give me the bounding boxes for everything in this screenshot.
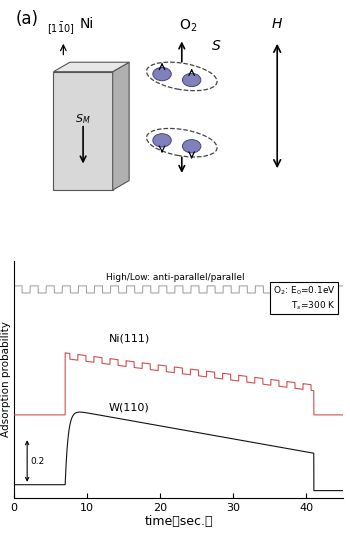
Text: 0.2: 0.2 xyxy=(30,457,44,466)
Text: [1$\bar{1}$0]: [1$\bar{1}$0] xyxy=(47,21,74,36)
Text: Ni(111): Ni(111) xyxy=(109,333,150,344)
Polygon shape xyxy=(54,72,113,190)
Y-axis label: Adsorption probability: Adsorption probability xyxy=(1,321,11,437)
Circle shape xyxy=(153,68,171,81)
Circle shape xyxy=(182,140,201,153)
Text: (a): (a) xyxy=(16,10,38,28)
Text: Ni: Ni xyxy=(79,17,93,31)
Polygon shape xyxy=(54,62,129,72)
X-axis label: time（sec.）: time（sec.） xyxy=(144,516,213,529)
Text: O$_2$: E$_0$=0.1eV
T$_s$=300 K: O$_2$: E$_0$=0.1eV T$_s$=300 K xyxy=(273,285,336,312)
Text: $S$: $S$ xyxy=(211,38,222,52)
Text: O$_2$: O$_2$ xyxy=(179,17,197,34)
Text: $S_M$: $S_M$ xyxy=(75,112,91,126)
Text: $H$: $H$ xyxy=(271,17,283,31)
Text: High/Low: anti-parallel/parallel: High/Low: anti-parallel/parallel xyxy=(106,273,244,282)
Circle shape xyxy=(182,74,201,87)
Circle shape xyxy=(153,134,171,147)
Polygon shape xyxy=(113,62,129,190)
Text: W(110): W(110) xyxy=(109,402,150,412)
